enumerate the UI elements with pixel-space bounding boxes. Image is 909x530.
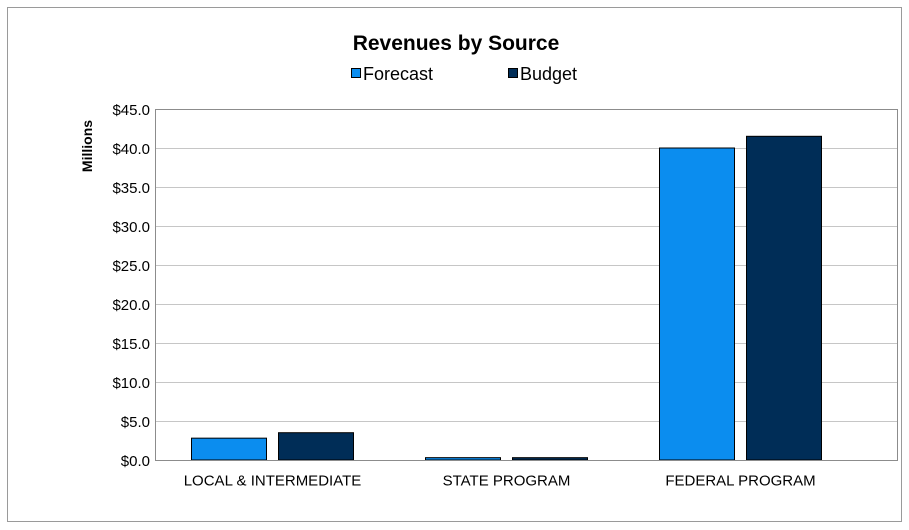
- y-axis-tick-labels: $0.0 $5.0 $10.0 $15.0 $20.0 $25.0 $30.0 $35.0 $4…: [112, 102, 150, 470]
- y-tick-label: $5.0: [121, 414, 150, 431]
- legend-label-budget: Budget: [520, 64, 577, 84]
- y-tick-label: $10.0: [112, 375, 150, 392]
- y-tick-label: $30.0: [112, 219, 150, 236]
- chart-title: Revenues by Source: [353, 32, 560, 55]
- bar-budget-state-program: [512, 457, 588, 461]
- y-tick-label: $45.0: [112, 102, 150, 119]
- bar-forecast-federal-program: [659, 147, 735, 461]
- y-tick-label: $0.0: [121, 453, 150, 470]
- bar-budget-federal-program: [746, 135, 822, 461]
- bars: [191, 135, 822, 461]
- legend: Forecast Budget: [351, 64, 577, 84]
- y-axis-label: Millions: [79, 120, 95, 172]
- y-tick-label: $25.0: [112, 258, 150, 275]
- bar-budget-local-intermediate: [278, 432, 354, 461]
- x-category-label-state-program: STATE PROGRAM: [443, 473, 571, 490]
- x-category-label-local-intermediate: LOCAL & INTERMEDIATE: [184, 473, 362, 490]
- legend-swatch-forecast: [351, 68, 361, 78]
- bar-forecast-local-intermediate: [191, 437, 267, 461]
- legend-label-forecast: Forecast: [363, 64, 433, 84]
- legend-item-forecast: Forecast: [351, 64, 433, 84]
- x-axis-category-labels: LOCAL & INTERMEDIATE STATE PROGRAM FEDERAL…: [184, 473, 816, 490]
- legend-swatch-budget: [508, 68, 518, 78]
- bar-forecast-state-program: [425, 457, 501, 461]
- y-tick-label: $40.0: [112, 141, 150, 158]
- y-tick-label: $15.0: [112, 336, 150, 353]
- legend-item-budget: Budget: [508, 64, 577, 84]
- x-category-label-federal-program: FEDERAL PROGRAM: [665, 473, 815, 490]
- y-tick-label: $20.0: [112, 297, 150, 314]
- y-tick-label: $35.0: [112, 180, 150, 197]
